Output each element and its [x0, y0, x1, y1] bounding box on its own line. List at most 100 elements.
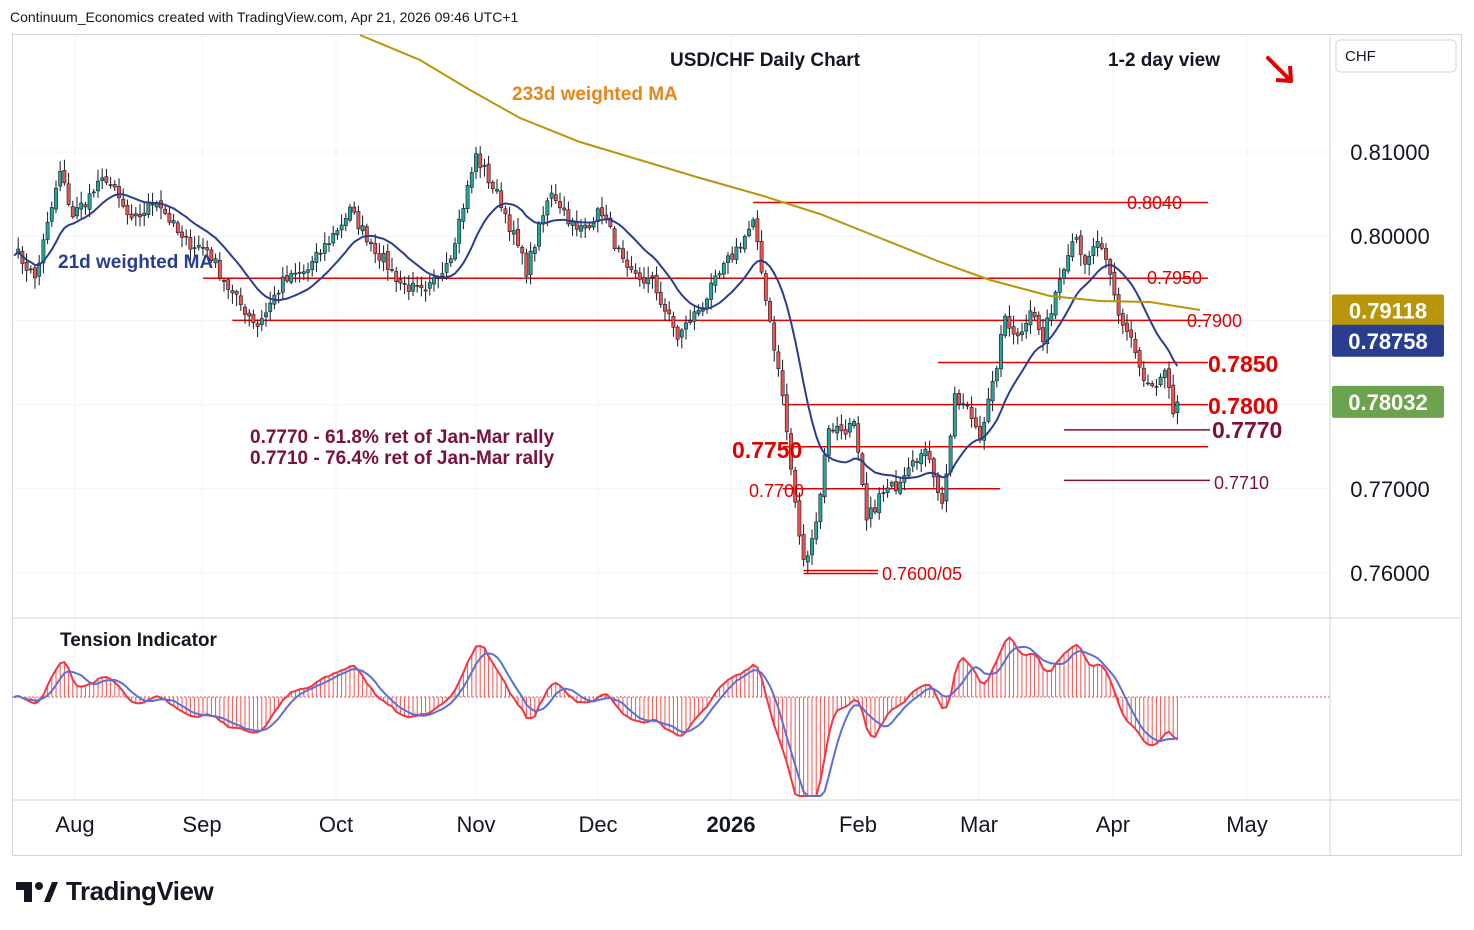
candle-body	[738, 246, 743, 249]
candle-body	[117, 186, 121, 199]
candle-body	[751, 219, 756, 228]
candle-body	[104, 176, 109, 183]
candle-body	[1116, 294, 1121, 316]
candle-body	[780, 370, 785, 397]
price-tag-label: 0.79118	[1349, 298, 1427, 323]
candle-body	[1108, 259, 1113, 275]
candle-body	[1175, 401, 1180, 413]
candle-body	[293, 272, 298, 275]
candle-body	[184, 235, 189, 238]
grid-lines	[12, 35, 1330, 800]
candle-body	[948, 435, 953, 473]
candle-body	[1074, 237, 1079, 240]
candle-body	[180, 231, 184, 238]
candle-body	[831, 429, 835, 432]
candle-body	[692, 311, 697, 322]
candle-body	[1024, 322, 1029, 332]
candle-body	[629, 266, 634, 270]
candle-body	[537, 223, 541, 247]
support-resistance-levels	[203, 201, 1210, 575]
candle-body	[297, 271, 302, 274]
candle-body	[335, 230, 340, 236]
candle-body	[217, 259, 222, 279]
candle-body	[70, 206, 75, 218]
candle-body	[549, 192, 554, 199]
candle-body	[936, 475, 940, 494]
candle-body	[390, 269, 394, 271]
candle-body	[142, 212, 147, 217]
tradingview-logo[interactable]: TradingView	[16, 876, 214, 907]
candle-body	[532, 247, 537, 254]
level-label: 0.7850	[1208, 351, 1278, 377]
candle-body	[1137, 350, 1142, 368]
candle-body	[238, 295, 243, 306]
candle-body	[1045, 317, 1050, 345]
ma21-line	[13, 193, 1179, 480]
candle-body	[33, 267, 37, 279]
candle-body	[138, 213, 142, 218]
candle-body	[280, 276, 285, 293]
candle-body	[1007, 316, 1012, 329]
candle-body	[511, 230, 516, 235]
candle-body	[402, 283, 407, 285]
candle-body	[301, 271, 306, 275]
time-tick: Sep	[182, 812, 221, 837]
candle-body	[1003, 315, 1008, 336]
candle-body	[1053, 291, 1058, 316]
candle-body	[625, 259, 630, 268]
candle-body	[1028, 310, 1033, 326]
candle-body	[742, 235, 747, 250]
candle-body	[121, 198, 126, 207]
indicator-fast-line	[13, 636, 1179, 797]
candle-body	[146, 201, 151, 216]
candle-body	[469, 172, 474, 188]
level-label: 0.7950	[1147, 268, 1202, 288]
candle-body	[461, 207, 466, 222]
candle-body	[1066, 255, 1071, 272]
candle-body	[1171, 384, 1176, 415]
candle-body	[394, 271, 399, 282]
candle-body	[587, 225, 592, 229]
candle-body	[612, 228, 617, 250]
candle-body	[940, 493, 945, 504]
candle-body	[654, 274, 659, 294]
candle-body	[66, 183, 71, 205]
candle-body	[490, 181, 495, 190]
candle-body	[881, 492, 886, 495]
candle-body	[129, 213, 134, 219]
candle-body	[679, 329, 684, 338]
candle-body	[944, 473, 949, 502]
candle-body	[1133, 339, 1138, 354]
candle-body	[373, 243, 378, 254]
candle-body	[558, 201, 562, 209]
candle-body	[41, 239, 46, 264]
candle-body	[465, 184, 470, 209]
arrow-head	[1275, 65, 1293, 83]
candle-body	[1125, 322, 1129, 332]
candle-body	[415, 285, 420, 287]
candle-body	[91, 191, 96, 194]
time-tick: Aug	[55, 812, 94, 837]
candle-body	[1095, 240, 1100, 248]
candle-body	[1015, 332, 1020, 337]
candle-body	[327, 243, 331, 246]
candle-body	[1099, 243, 1104, 249]
candle-body	[310, 261, 315, 271]
candle-body	[125, 204, 130, 216]
candle-body	[285, 275, 289, 282]
candle-body	[1120, 313, 1125, 326]
candle-body	[675, 326, 680, 340]
candle-body	[889, 482, 894, 487]
candle-body	[973, 417, 978, 428]
level-label: 0.7710	[1214, 473, 1269, 493]
candle-body	[864, 483, 869, 521]
candle-body	[432, 277, 436, 285]
level-label: 0.7770	[1212, 417, 1282, 443]
candle-body	[1049, 313, 1054, 321]
time-tick: 2026	[707, 812, 756, 837]
candle-body	[1078, 235, 1083, 255]
price-tag-price	[1332, 385, 1444, 418]
candle-body	[276, 292, 281, 295]
tradingview-brand: TradingView	[66, 876, 214, 906]
